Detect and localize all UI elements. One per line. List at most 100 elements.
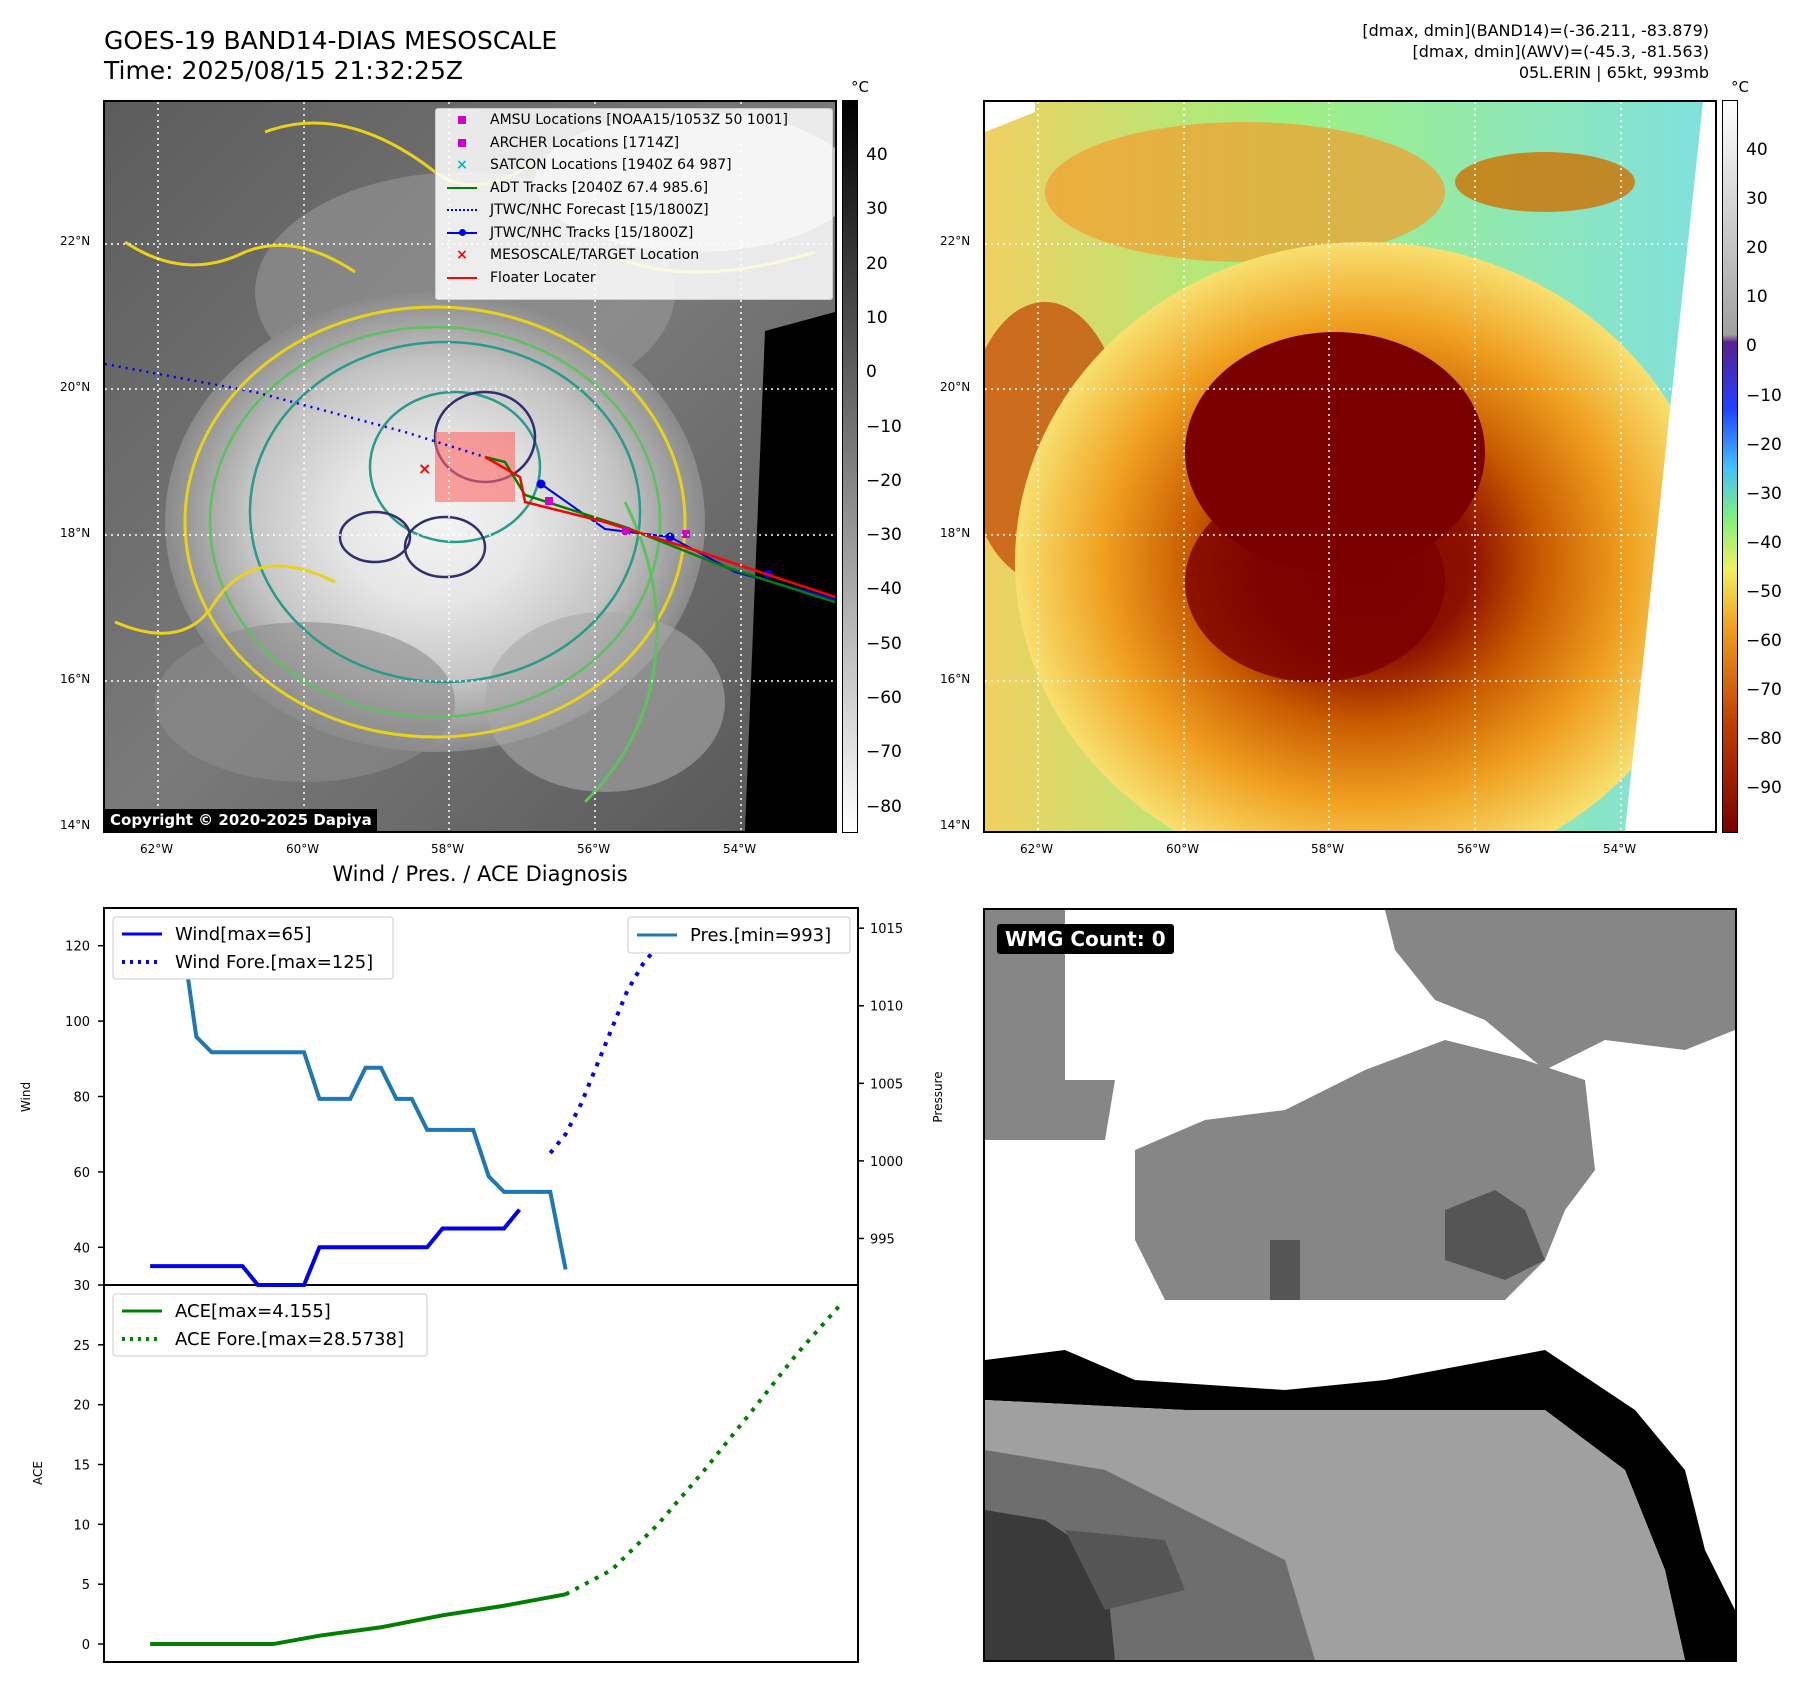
wind-tick-label: 40 — [73, 1241, 90, 1256]
legend-marker-icon: × — [456, 157, 468, 174]
legend-label: SATCON Locations [1940Z 64 987] — [490, 157, 732, 174]
ace-tick-label: 30 — [73, 1279, 90, 1294]
colorbar-tick-label: −50 — [866, 633, 902, 654]
legend-marker-icon — [444, 180, 480, 196]
series-line-forecast — [548, 924, 814, 1155]
pressure-tick-label: 995 — [870, 1232, 895, 1247]
legend-label: ARCHER Locations [1714Z] — [490, 134, 680, 151]
lon-label: 56°W — [577, 842, 611, 856]
ace-series-line — [564, 1300, 845, 1597]
lat-label: 22°N — [940, 234, 971, 248]
wmg-count-badge: WMG Count: 0 — [997, 924, 1174, 954]
pressure-tick-label: 1010 — [870, 1000, 903, 1015]
pressure-tick-label: 1000 — [870, 1155, 903, 1170]
colorbar-tick-label: −10 — [1746, 385, 1782, 406]
colorbar-tick-label: 40 — [866, 145, 888, 165]
colorbar-tick-label: 30 — [866, 199, 888, 220]
colorbar-tick-label: −80 — [1746, 729, 1782, 750]
legend-label: JTWC/NHC Forecast [15/1800Z] — [490, 202, 709, 219]
diag-title: Wind / Pres. / ACE Diagnosis — [332, 862, 628, 886]
unit-label: °C — [851, 78, 869, 96]
colorbar-tick-label: −60 — [1746, 631, 1782, 651]
chart-time: Time: 2025/08/15 21:32:25Z — [104, 56, 463, 85]
legend-label: ADT Tracks [2040Z 67.4 985.6] — [490, 179, 709, 196]
legend-marker-icon — [444, 112, 480, 128]
series-line-observed — [150, 1208, 522, 1287]
series-line-observed — [165, 926, 568, 1270]
lat-label: 20°N — [940, 380, 971, 394]
no-data-region — [745, 312, 835, 831]
ace-axes — [103, 1284, 859, 1663]
colorbar-tick-label: 0 — [866, 362, 877, 383]
ace-legend: ACE[max=4.155] — [175, 1301, 331, 1322]
lon-label: 62°W — [140, 842, 174, 856]
colorbar-tick-label: −30 — [1746, 483, 1782, 504]
pressure-tick-label: 1005 — [870, 1077, 903, 1092]
colorbar-tick-label: −80 — [866, 796, 902, 817]
lon-label: 58°W — [431, 842, 465, 856]
legend-item: AMSU Locations [NOAA15/1053Z 50 1001] — [436, 109, 832, 132]
legend-label: Floater Locater — [490, 269, 596, 286]
ace-tick-label: 15 — [73, 1459, 90, 1474]
lat-label: 16°N — [940, 672, 971, 686]
lon-label: 60°W — [1166, 842, 1200, 856]
colorbar-tick-label: −40 — [1746, 532, 1782, 553]
ace-tick-label: 0 — [82, 1638, 90, 1653]
legend-item: × MESOSCALE/TARGET Location — [436, 244, 832, 267]
floater-track — [484, 455, 835, 599]
colorbar-tick-label: 10 — [1746, 287, 1768, 308]
colorbar-tick-label: −70 — [1746, 680, 1782, 701]
ir-color-map — [983, 100, 1717, 833]
legend-item: Floater Locater — [436, 267, 832, 290]
colorbar-tick-label: −70 — [866, 742, 902, 763]
mesoscale-marker: × — [418, 459, 431, 478]
legend-label: JTWC/NHC Tracks [15/1800Z] — [490, 224, 694, 241]
ace-tick-label: 10 — [73, 1518, 90, 1533]
legend-label: AMSU Locations [NOAA15/1053Z 50 1001] — [490, 112, 789, 129]
wind-axis-label: Wind — [19, 1082, 33, 1112]
legend-item: JTWC/NHC Forecast [15/1800Z] — [436, 199, 832, 222]
lat-label: 18°N — [940, 526, 971, 540]
colorbar-tick-label: 40 — [1746, 140, 1768, 160]
stats-band14: [dmax, dmin](BAND14)=(-36.211, -83.879) — [1362, 21, 1709, 40]
colorbar-tick-label: −20 — [866, 470, 902, 491]
lon-label: 56°W — [1457, 842, 1491, 856]
copyright-label: Copyright © 2020-2025 Dapiya — [105, 809, 377, 831]
colorbar-tick-label: −20 — [1746, 434, 1782, 455]
storm-info: 05L.ERIN | 65kt, 993mb — [1518, 63, 1709, 82]
lat-label: 18°N — [60, 526, 91, 540]
legend-item: ARCHER Locations [1714Z] — [436, 132, 832, 155]
lon-label: 62°W — [1020, 842, 1054, 856]
wind-tick-label: 60 — [73, 1166, 90, 1181]
legend-marker-icon — [444, 225, 480, 241]
colorbar-tick-label: 0 — [1746, 336, 1757, 357]
wind-legend: Wind[max=65] — [175, 924, 312, 945]
lat-label: 20°N — [60, 380, 91, 394]
lon-label: 54°W — [1603, 842, 1637, 856]
legend-marker-icon: × — [456, 247, 468, 264]
ir-grayscale-map: × AMSU Locations [NOAA15/1053Z 50 1001] A… — [103, 100, 837, 833]
legend-marker-icon — [444, 270, 480, 286]
adt-track — [484, 455, 835, 604]
legend-marker-icon — [444, 135, 480, 151]
wind-tick-label: 100 — [65, 1015, 90, 1030]
colorbar-tick-label: −50 — [1746, 581, 1782, 602]
lat-label: 22°N — [60, 234, 91, 248]
color-colorbar — [1722, 100, 1738, 833]
ace-series-line — [150, 1592, 566, 1647]
lat-label: 14°N — [60, 818, 91, 832]
ace-tick-label: 20 — [73, 1399, 90, 1414]
pres-legend: Pres.[min=993] — [690, 925, 831, 946]
wind-tick-label: 120 — [65, 940, 90, 955]
colorbar-tick-label: −90 — [1746, 778, 1782, 799]
wind-fore-legend: Wind Fore.[max=125] — [175, 952, 373, 973]
colorbar-tick-label: 20 — [1746, 238, 1768, 259]
legend-label: MESOSCALE/TARGET Location — [490, 247, 700, 264]
legend-item: × SATCON Locations [1940Z 64 987] — [436, 154, 832, 177]
ace-axis-label: ACE — [31, 1461, 45, 1485]
colorbar-tick-label: −40 — [866, 579, 902, 600]
wind-tick-label: 80 — [73, 1091, 90, 1106]
colorbar-tick-label: 10 — [866, 307, 888, 328]
colorbar-tick-label: −10 — [866, 416, 902, 437]
lon-label: 58°W — [1311, 842, 1345, 856]
